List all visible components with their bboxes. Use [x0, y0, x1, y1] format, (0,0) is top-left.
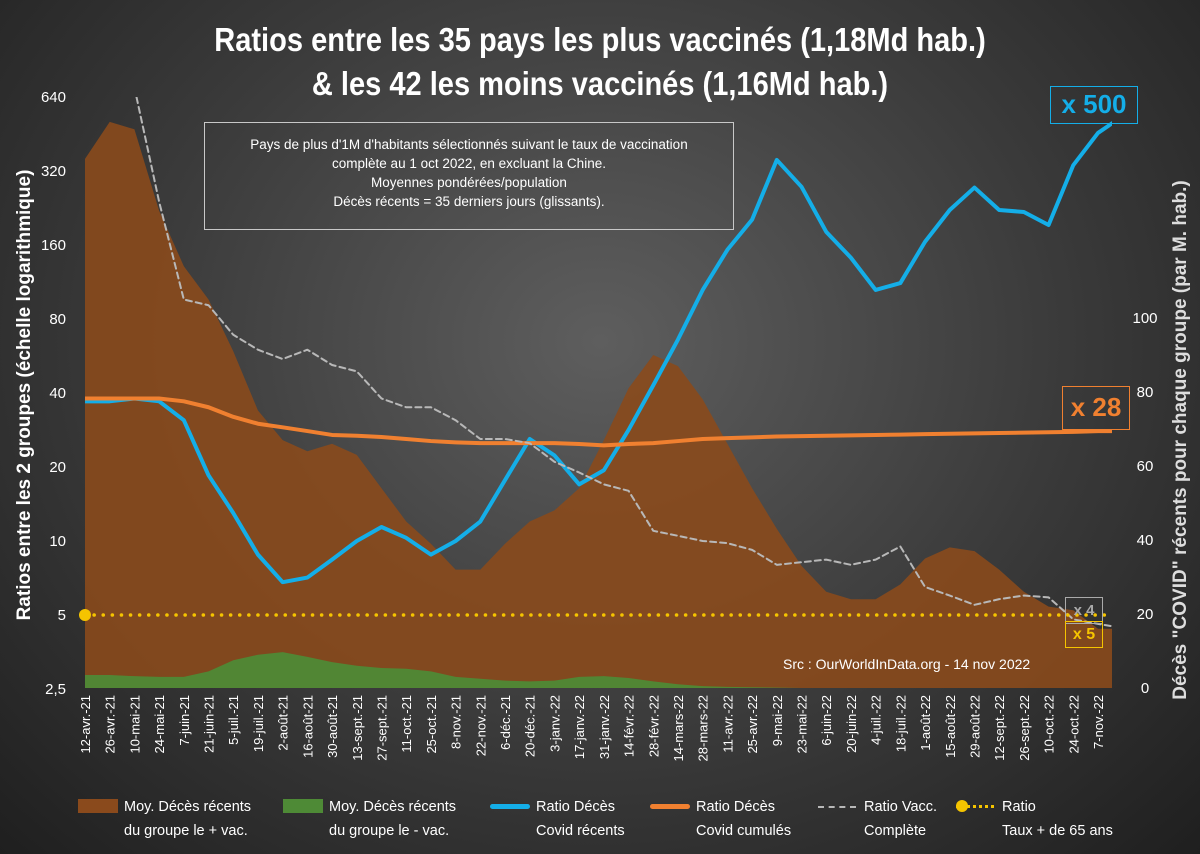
x-tick-label: 21-juin-21: [202, 695, 217, 753]
line-ratio-vaccination: [135, 97, 1112, 628]
line-ratio-cumulative-deaths: [85, 396, 1112, 448]
x-tick-label: 1-août-22: [918, 695, 933, 751]
x-tick-label: 7-nov.-22: [1091, 695, 1106, 749]
note-line: complète au 1 oct 2022, en excluant la C…: [332, 156, 606, 171]
title-line-1: Ratios entre les 35 pays les plus vaccin…: [214, 21, 986, 58]
legend-swatch: [956, 805, 994, 808]
x-tick-label: 6-juin-22: [819, 695, 834, 746]
y2-tick-label: 0: [1141, 680, 1149, 697]
x-tick-label: 10-mai-21: [127, 695, 142, 754]
source-label: Src : OurWorldInData.org - 14 nov 2022: [783, 656, 1031, 672]
y-tick-label: 80: [49, 311, 66, 328]
legend-label: Taux + de 65 ans: [1002, 823, 1113, 839]
x-tick-label: 7-juin-21: [177, 695, 192, 746]
area-deaths-most-vaccinated: [85, 121, 1112, 688]
y-tick-label: 20: [49, 459, 66, 476]
x-tick-label: 18-juil.-22: [893, 695, 908, 752]
legend-swatch: [818, 806, 856, 808]
x-tick-label: 27-sept.-21: [374, 695, 389, 761]
line-ratio-recent-deaths: [85, 121, 1112, 585]
x-tick-label: 12-avr.-21: [78, 695, 93, 754]
x-tick-label: 23-mai-22: [795, 695, 810, 754]
area-deaths-least-vaccinated: [85, 652, 1112, 688]
badge-age-ratio: x 5: [1065, 621, 1103, 648]
x-tick-label: 3-janv.-22: [547, 695, 562, 752]
x-tick-label: 2-août-21: [276, 695, 291, 751]
legend-label: Moy. Décès récents: [329, 799, 457, 815]
ratio-over-65-marker: [79, 609, 91, 621]
x-tick-label: 19-juil.-21: [251, 695, 266, 752]
y-tick-label: 640: [41, 89, 66, 106]
title-line-2: & les 42 les moins vaccinés (1,16Md hab.…: [311, 65, 889, 102]
legend-label: Covid cumulés: [696, 823, 792, 839]
legend-swatch: [78, 799, 118, 813]
y-tick-label: 320: [41, 163, 66, 180]
x-tick-label: 4-juil.-22: [869, 695, 884, 745]
legend-dot: [956, 800, 968, 812]
legend-swatch: [650, 804, 690, 809]
x-tick-label: 14-mars-22: [671, 695, 686, 761]
y-tick-label: 2,5: [45, 681, 66, 698]
legend-label: Complète: [864, 823, 927, 839]
legend-label: du groupe le - vac.: [329, 823, 450, 839]
chart-note: Pays de plus d'1M d'habitants sélectionn…: [204, 122, 734, 230]
x-tick-label: 25-avr.-22: [745, 695, 760, 754]
note-line: Décès récents = 35 derniers jours (gliss…: [333, 194, 605, 209]
x-tick-label: 11-avr.-22: [720, 695, 735, 753]
y-tick-label: 10: [49, 533, 66, 550]
legend-label: Moy. Décès récents: [124, 799, 252, 815]
x-tick-label: 20-déc.-21: [523, 695, 538, 757]
badge-vacc-ratio: x 4: [1065, 597, 1103, 624]
x-tick-label: 9-mai-22: [770, 695, 785, 746]
x-tick-label: 28-févr.-22: [646, 695, 661, 757]
y2-tick-label: 80: [1137, 384, 1154, 401]
x-tick-label: 28-mars-22: [696, 695, 711, 761]
legend-label: Ratio Vacc.: [864, 799, 938, 815]
legend-swatch: [490, 804, 530, 809]
y2-tick-label: 100: [1132, 310, 1157, 327]
chart-title: Ratios entre les 35 pays les plus vaccin…: [72, 18, 1128, 106]
y-tick-label: 5: [58, 607, 66, 624]
legend-label: Ratio Décès: [536, 799, 615, 815]
x-tick-label: 15-août-22: [943, 695, 958, 758]
legend: Moy. Décès récents du groupe le + vac. Mo…: [78, 795, 1198, 845]
x-tick-label: 6-déc.-21: [498, 695, 513, 750]
y2-tick-label: 20: [1137, 606, 1154, 623]
x-tick-label: 5-juil.-21: [226, 695, 241, 745]
y2-tick-label: 40: [1137, 532, 1154, 549]
x-tick-label: 13-sept.-21: [350, 695, 365, 761]
x-tick-label: 29-août-22: [967, 695, 982, 758]
x-tick-label: 24-mai-21: [152, 695, 167, 754]
y2-tick-label: 60: [1137, 458, 1154, 475]
x-tick-label: 22-nov.-21: [473, 695, 488, 756]
x-tick-label: 14-févr.-22: [622, 695, 637, 757]
legend-label: du groupe le + vac.: [124, 823, 248, 839]
x-tick-label: 25-oct.-21: [424, 695, 439, 754]
x-tick-label: 8-nov.-21: [449, 695, 464, 749]
x-tick-label: 17-janv.-22: [572, 695, 587, 759]
x-tick-label: 16-août-21: [300, 695, 315, 758]
legend-swatch: [283, 799, 323, 813]
x-tick-label: 24-oct.-22: [1066, 695, 1081, 754]
legend-label: Ratio: [1002, 799, 1036, 815]
legend-label: Covid récents: [536, 823, 625, 839]
x-tick-label: 26-sept.-22: [1017, 695, 1032, 761]
note-line: Pays de plus d'1M d'habitants sélectionn…: [250, 137, 688, 152]
x-tick-label: 11-oct.-21: [399, 695, 414, 753]
x-tick-label: 12-sept.-22: [992, 695, 1007, 761]
x-tick-label: 10-oct.-22: [1042, 695, 1057, 754]
legend-label: Ratio Décès: [696, 799, 775, 815]
x-tick-label: 31-janv.-22: [597, 695, 612, 759]
x-tick-label: 26-avr.-21: [103, 695, 118, 754]
y-tick-label: 40: [49, 385, 66, 402]
y-tick-label: 160: [41, 237, 66, 254]
note-line: Moyennes pondérées/population: [371, 175, 567, 190]
badge-cumul-ratio: x 28: [1062, 386, 1130, 430]
x-tick-label: 20-juin-22: [844, 695, 859, 753]
x-tick-label: 30-août-21: [325, 695, 340, 758]
badge-recent-ratio: x 500: [1050, 86, 1138, 124]
y2-axis-label: Décès "COVID" récents pour chaque groupe…: [1170, 180, 1191, 700]
y-axis-label: Ratios entre les 2 groupes (échelle loga…: [14, 170, 35, 621]
